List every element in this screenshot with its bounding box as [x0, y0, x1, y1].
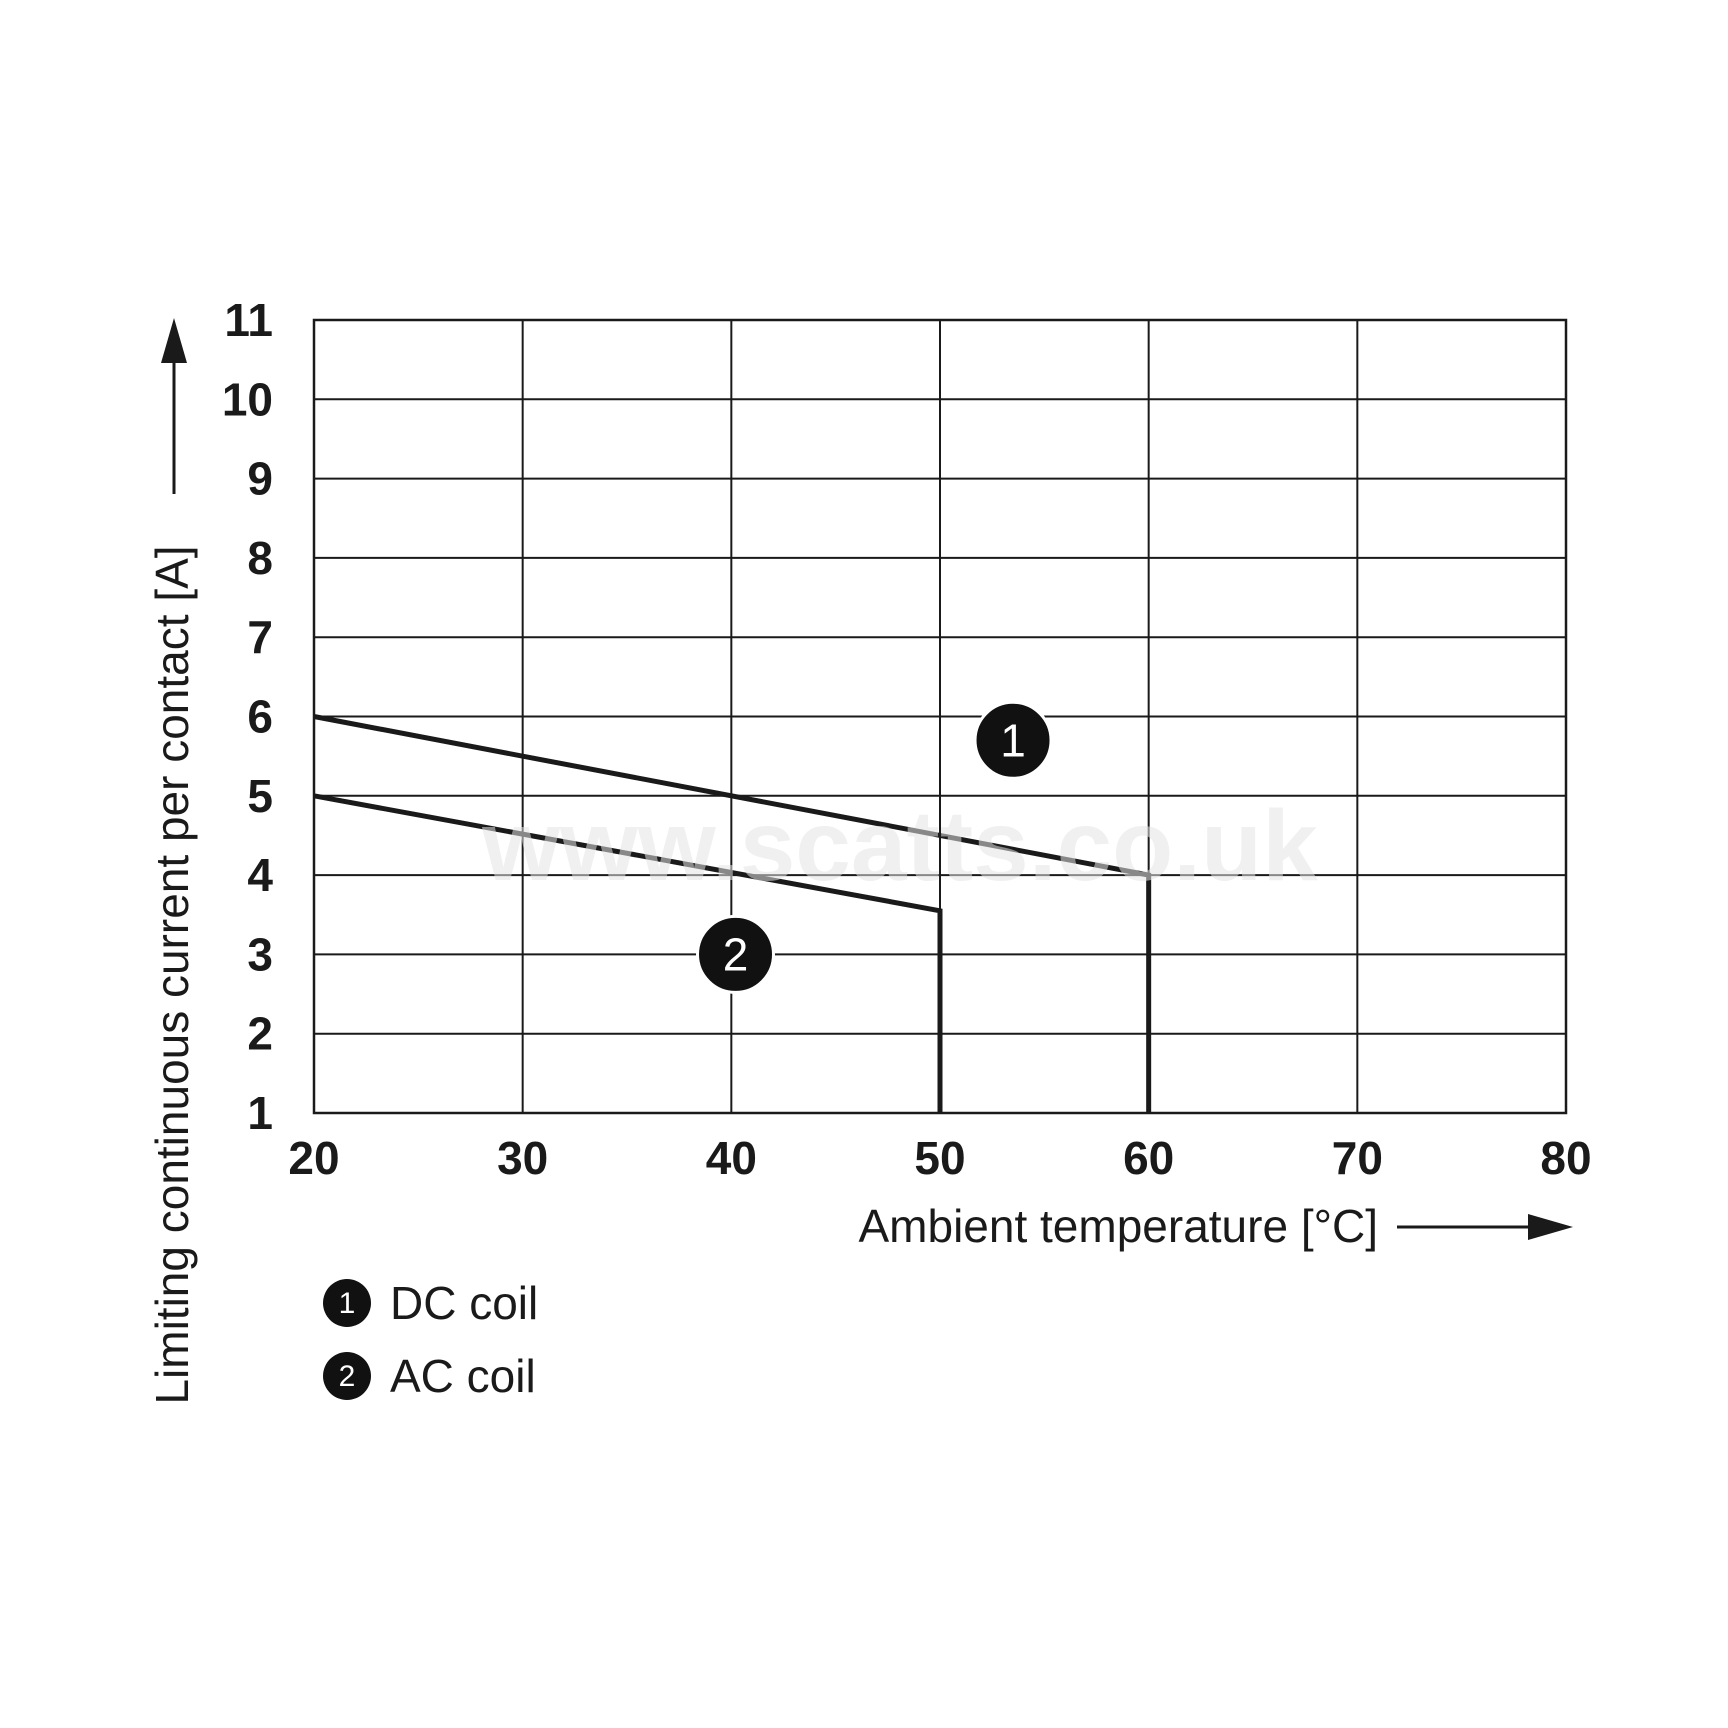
y-tick-label: 9 — [247, 453, 273, 505]
series-marker-number: 2 — [723, 928, 749, 980]
y-tick-label: 7 — [247, 611, 273, 663]
legend-entry-label: DC coil — [390, 1277, 538, 1329]
legend-marker-circle — [323, 1352, 371, 1400]
x-axis-arrow — [1397, 1214, 1573, 1240]
y-tick-label: 6 — [247, 691, 273, 743]
y-tick-label: 1 — [247, 1087, 273, 1139]
y-axis-arrow — [161, 318, 187, 494]
series-markers: 12 — [696, 700, 1053, 994]
legend: 1 DC coil 2 AC coil — [323, 1277, 538, 1402]
x-tick-label: 60 — [1123, 1132, 1174, 1184]
series-line — [313, 793, 943, 1113]
legend-marker-number: 1 — [339, 1287, 356, 1320]
x-tick-label: 40 — [706, 1132, 757, 1184]
x-tick-label: 30 — [497, 1132, 548, 1184]
y-tick-label: 10 — [222, 373, 273, 425]
x-axis-label: Ambient temperature [°C] — [859, 1200, 1379, 1252]
x-tick-label: 70 — [1332, 1132, 1383, 1184]
x-tick-label: 80 — [1540, 1132, 1591, 1184]
legend-entry-label: AC coil — [390, 1350, 536, 1402]
series-marker-number: 1 — [1000, 714, 1026, 766]
x-tick-label: 20 — [288, 1132, 339, 1184]
y-tick-label: 2 — [247, 1008, 273, 1060]
series-line — [313, 714, 1152, 1113]
watermark-text: www.scatts.co.uk — [481, 790, 1318, 902]
legend-marker-number: 2 — [339, 1360, 356, 1393]
series-marker-circle — [973, 700, 1053, 780]
y-tick-labels: 1 2 3 4 5 6 7 8 9 10 11 — [222, 294, 274, 1139]
series-lines — [313, 714, 1152, 1113]
x-tick-labels: 20 30 40 50 60 70 80 — [288, 1132, 1591, 1184]
legend-marker-circle — [323, 1279, 371, 1327]
y-tick-label: 4 — [247, 849, 273, 901]
y-axis-label: Limiting continuous current per contact … — [146, 545, 198, 1404]
y-tick-label: 11 — [224, 294, 273, 346]
x-tick-label: 50 — [914, 1132, 965, 1184]
y-tick-label: 5 — [247, 770, 273, 822]
y-tick-label: 3 — [247, 928, 273, 980]
series-marker-circle — [696, 914, 776, 994]
y-tick-label: 8 — [247, 532, 273, 584]
